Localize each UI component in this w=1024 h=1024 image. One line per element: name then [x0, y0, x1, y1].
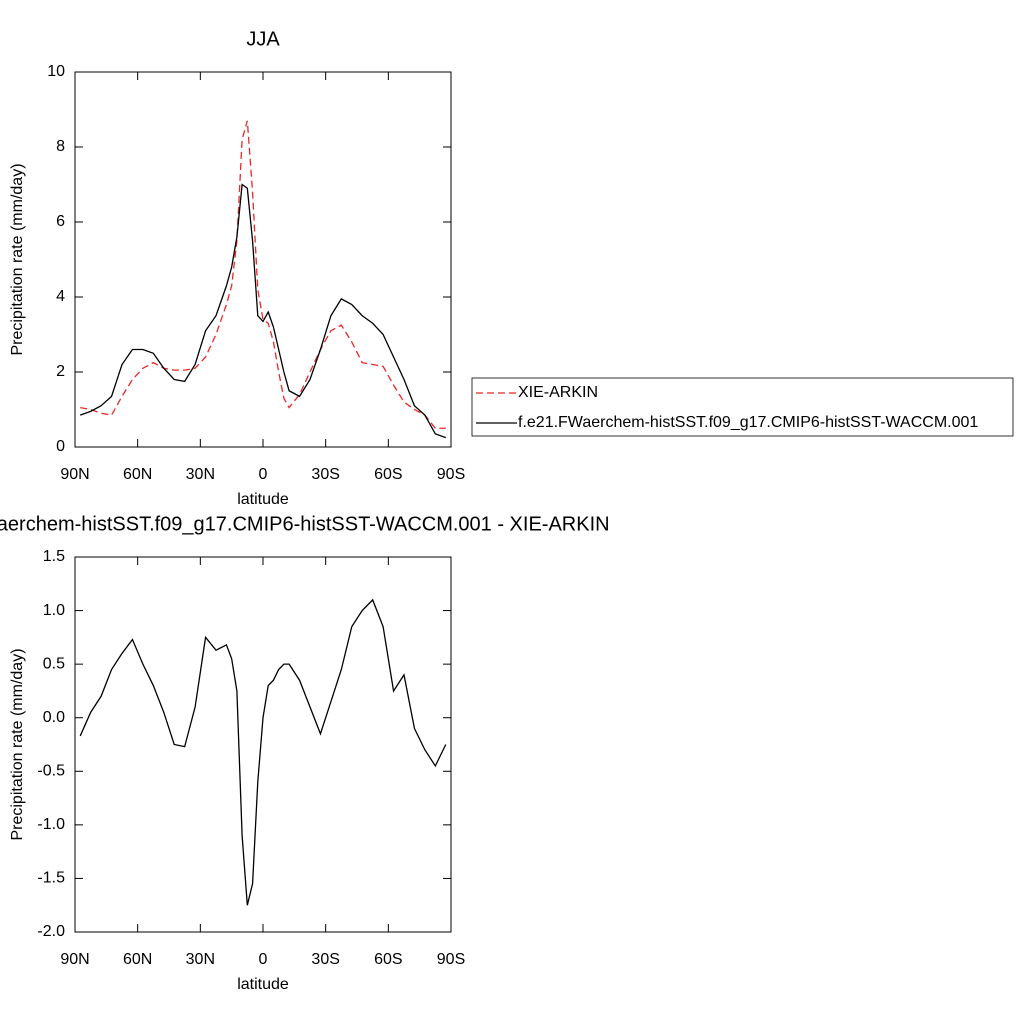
data-line: [79, 598, 447, 906]
x-tick-label: 60S: [374, 951, 402, 968]
x-axis-label: latitude: [237, 976, 289, 993]
legend-box: [471, 377, 1014, 437]
x-tick-label: 90S: [437, 951, 465, 968]
y-tick-label: 10: [47, 63, 65, 80]
x-axis-label: latitude: [237, 491, 289, 508]
chart-title: f.e21.FWaerchem-histSST.f09_g17.CMIP6-hi…: [0, 513, 610, 535]
y-axis-label: Precipitation rate (mm/day): [9, 163, 26, 355]
chart-title: JJA: [246, 28, 280, 50]
y-tick-label: 8: [56, 138, 65, 155]
y-tick-label: -2.0: [37, 923, 65, 940]
plot-frame: [74, 556, 452, 933]
data-line: [80, 183, 446, 439]
y-tick-label: -1.0: [37, 816, 65, 833]
x-tick-label: 90N: [60, 466, 89, 483]
y-tick-label: -1.5: [37, 870, 65, 887]
y-tick-label: 0.0: [43, 709, 65, 726]
y-tick-label: 0: [56, 438, 65, 455]
y-tick-label: 1.0: [43, 602, 65, 619]
plot-frame: [74, 71, 452, 448]
legend-label: f.e21.FWaerchem-histSST.f09_g17.CMIP6-hi…: [518, 414, 978, 431]
data-line: [80, 120, 446, 429]
y-tick-label: 6: [56, 213, 65, 230]
x-tick-label: 60N: [123, 466, 152, 483]
x-tick-label: 60S: [374, 466, 402, 483]
x-tick-label: 30N: [186, 466, 215, 483]
legend-label: XIE-ARKIN: [518, 384, 598, 401]
x-tick-label: 90N: [60, 951, 89, 968]
y-tick-label: 4: [56, 288, 65, 305]
y-tick-label: 1.5: [43, 548, 65, 565]
x-tick-label: 90S: [437, 466, 465, 483]
y-tick-label: -0.5: [37, 763, 65, 780]
x-tick-label: 30N: [186, 951, 215, 968]
x-tick-label: 0: [259, 951, 268, 968]
y-tick-label: 2: [56, 363, 65, 380]
x-tick-label: 30S: [311, 951, 339, 968]
x-tick-label: 60N: [123, 951, 152, 968]
x-tick-label: 0: [259, 466, 268, 483]
y-tick-label: 0.5: [43, 655, 65, 672]
x-tick-label: 30S: [311, 466, 339, 483]
y-axis-label: Precipitation rate (mm/day): [9, 648, 26, 840]
